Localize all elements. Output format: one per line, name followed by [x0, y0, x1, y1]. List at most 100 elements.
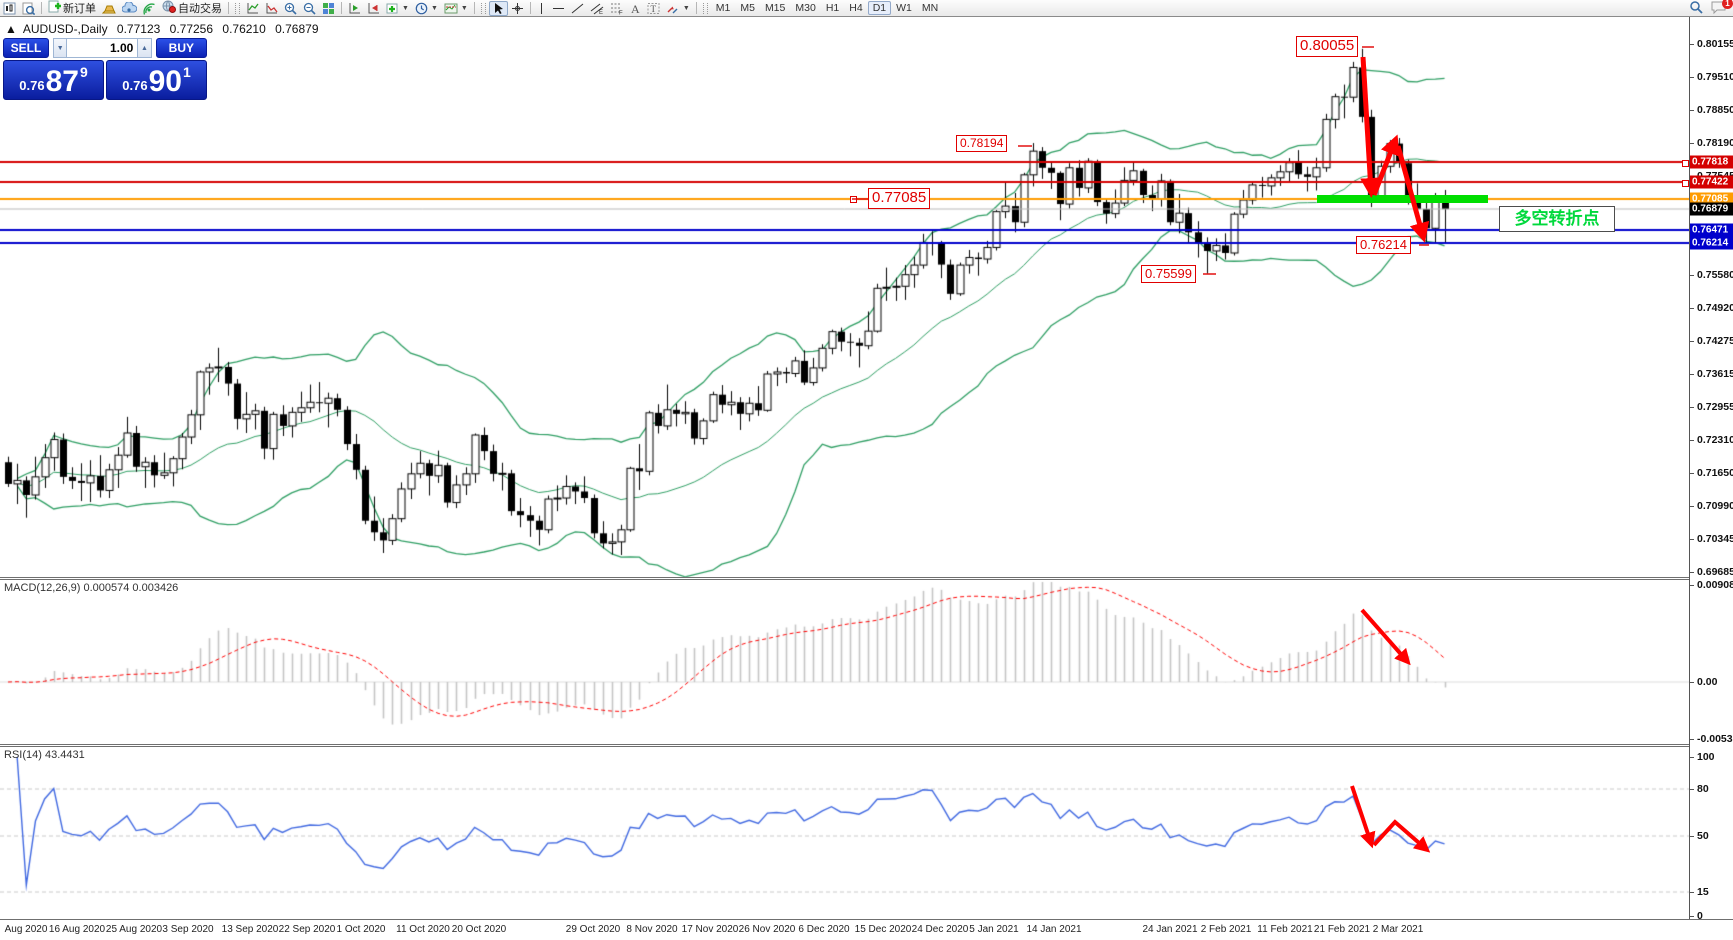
timeframe-W1[interactable]: W1 — [896, 2, 912, 14]
axis-tick-label: 0.72955 — [1697, 401, 1733, 413]
toolbar: 新订单 自动交易 ▼ ▼ ▼ E F A T ▼ — [0, 0, 1733, 17]
indicator-list-icon[interactable] — [243, 1, 262, 16]
trendline-icon[interactable] — [568, 1, 587, 16]
axis-tick — [1690, 341, 1694, 342]
date-label: 15 Dec 2020 — [854, 924, 912, 935]
collapse-marker-icon[interactable]: ▲ — [5, 22, 17, 36]
sell-button[interactable]: SELL — [3, 38, 50, 58]
template-button[interactable]: ▼ — [441, 1, 471, 16]
chevron-down-icon: ▼ — [682, 4, 690, 12]
tile-windows-icon[interactable] — [319, 1, 338, 16]
text-icon[interactable]: A — [627, 1, 644, 16]
arrows-button[interactable]: ▼ — [663, 1, 693, 16]
date-label: 29 Oct 2020 — [565, 924, 621, 935]
gold-icon[interactable] — [99, 1, 119, 16]
date-label: 25 Aug 2020 — [105, 924, 163, 935]
step-back-icon[interactable] — [345, 1, 364, 16]
timeframe-H4[interactable]: H4 — [849, 2, 863, 14]
timeframe-H1[interactable]: H1 — [825, 2, 840, 14]
axis-tick — [1690, 572, 1694, 573]
separator — [341, 2, 342, 14]
add-indicator-button[interactable]: ▼ — [383, 1, 412, 16]
price-annotation-label[interactable]: 0.76214 — [1356, 236, 1411, 255]
chat-button[interactable]: 1 — [1711, 0, 1733, 17]
date-label: Aug 2020 — [4, 924, 48, 935]
preview-icon[interactable] — [19, 1, 38, 16]
date-label: 14 Jan 2021 — [1026, 924, 1082, 935]
date-label: 11 Feb 2021 — [1257, 924, 1313, 935]
timeframe-M30[interactable]: M30 — [795, 2, 816, 14]
price-annotation-label[interactable]: 0.75599 — [1141, 265, 1196, 284]
line-handle[interactable] — [1682, 160, 1689, 167]
axis-tick — [1690, 77, 1694, 78]
buy-price-panel[interactable]: 0.76 90 1 — [106, 60, 207, 100]
zoom-in-icon[interactable] — [281, 1, 300, 16]
chevron-down-icon: ▼ — [430, 4, 438, 12]
axis-tick — [1690, 916, 1694, 917]
rsi-value: 43.4431 — [44, 749, 85, 761]
buy-button[interactable]: BUY — [155, 38, 207, 58]
timeframe-M15[interactable]: M15 — [764, 2, 786, 14]
signal-icon[interactable] — [140, 1, 159, 16]
axis-tick-label: 0.69685 — [1697, 566, 1733, 578]
volume-increase-button[interactable]: ▲ — [137, 38, 152, 58]
ohlc-low: 0.76210 — [222, 22, 266, 36]
axis-tick — [1690, 44, 1694, 45]
crosshair-icon[interactable] — [508, 1, 527, 16]
axis-tick-label: 0.70990 — [1697, 500, 1733, 512]
indicator-window-icon[interactable] — [262, 1, 281, 16]
pane-separator[interactable] — [0, 744, 1689, 745]
drag-handle[interactable] — [702, 2, 708, 14]
step-forward-icon[interactable] — [364, 1, 383, 16]
timeframe-MN[interactable]: MN — [921, 2, 939, 14]
support-zone-bar[interactable] — [1317, 195, 1488, 203]
channel-icon[interactable]: E — [587, 1, 607, 16]
axis-tick-label: 0.79510 — [1697, 71, 1733, 83]
drag-handle[interactable] — [480, 2, 486, 14]
autotrade-button[interactable]: 自动交易 — [159, 0, 225, 16]
pane-separator — [0, 746, 1689, 747]
line-handle[interactable] — [1682, 180, 1689, 187]
axis-tick-label: -0.005306 — [1697, 733, 1733, 745]
axis-tick-label: 0 — [1697, 910, 1703, 922]
sell-price-big: 87 — [45, 65, 79, 98]
fibo-icon[interactable]: F — [607, 1, 627, 16]
price-annotation-label[interactable]: 0.77085 — [868, 188, 931, 209]
note-annotation[interactable]: 多空转折点 — [1499, 206, 1615, 232]
drag-handle[interactable] — [235, 2, 240, 14]
timeframe-D1[interactable]: D1 — [867, 1, 892, 15]
cursor-button[interactable] — [488, 0, 508, 16]
vline-icon[interactable] — [534, 1, 549, 16]
volume-decrease-button[interactable]: ▼ — [53, 38, 68, 58]
chart-canvas[interactable] — [0, 0, 1689, 940]
search-icon[interactable] — [1689, 0, 1703, 17]
date-label: 17 Nov 2020 — [681, 924, 739, 935]
svg-text:A: A — [631, 2, 640, 15]
ohlc-close: 0.76879 — [275, 22, 319, 36]
separator — [473, 2, 475, 14]
price-annotation-label[interactable]: 0.78194 — [956, 135, 1008, 152]
community-icon[interactable] — [119, 1, 140, 16]
axis-tick — [1690, 585, 1694, 586]
hline-icon[interactable] — [549, 1, 568, 16]
volume-input[interactable] — [67, 38, 138, 58]
symbol-name: AUDUSD-,Daily — [22, 22, 108, 36]
price-annotation-label[interactable]: 0.80055 — [1296, 36, 1359, 57]
separator — [529, 2, 531, 14]
sell-price-panel[interactable]: 0.76 87 9 — [3, 60, 104, 100]
timeframe-M5[interactable]: M5 — [740, 2, 755, 14]
period-button[interactable]: ▼ — [412, 1, 441, 16]
date-label: 3 Sep 2020 — [162, 924, 214, 935]
zoom-out-icon[interactable] — [300, 1, 319, 16]
chart-icon[interactable] — [0, 1, 19, 16]
new-order-button[interactable]: 新订单 — [45, 0, 99, 16]
line-handle[interactable] — [850, 196, 857, 203]
date-label: 11 Oct 2020 — [396, 924, 450, 935]
axis-tick-label: 0.78190 — [1697, 137, 1733, 149]
pane-separator[interactable] — [0, 577, 1689, 578]
axis-tick-label: 0.72310 — [1697, 434, 1733, 446]
timeframe-M1[interactable]: M1 — [715, 2, 731, 14]
buy-price-prefix: 0.76 — [122, 78, 148, 93]
label-icon[interactable]: T — [644, 1, 663, 16]
